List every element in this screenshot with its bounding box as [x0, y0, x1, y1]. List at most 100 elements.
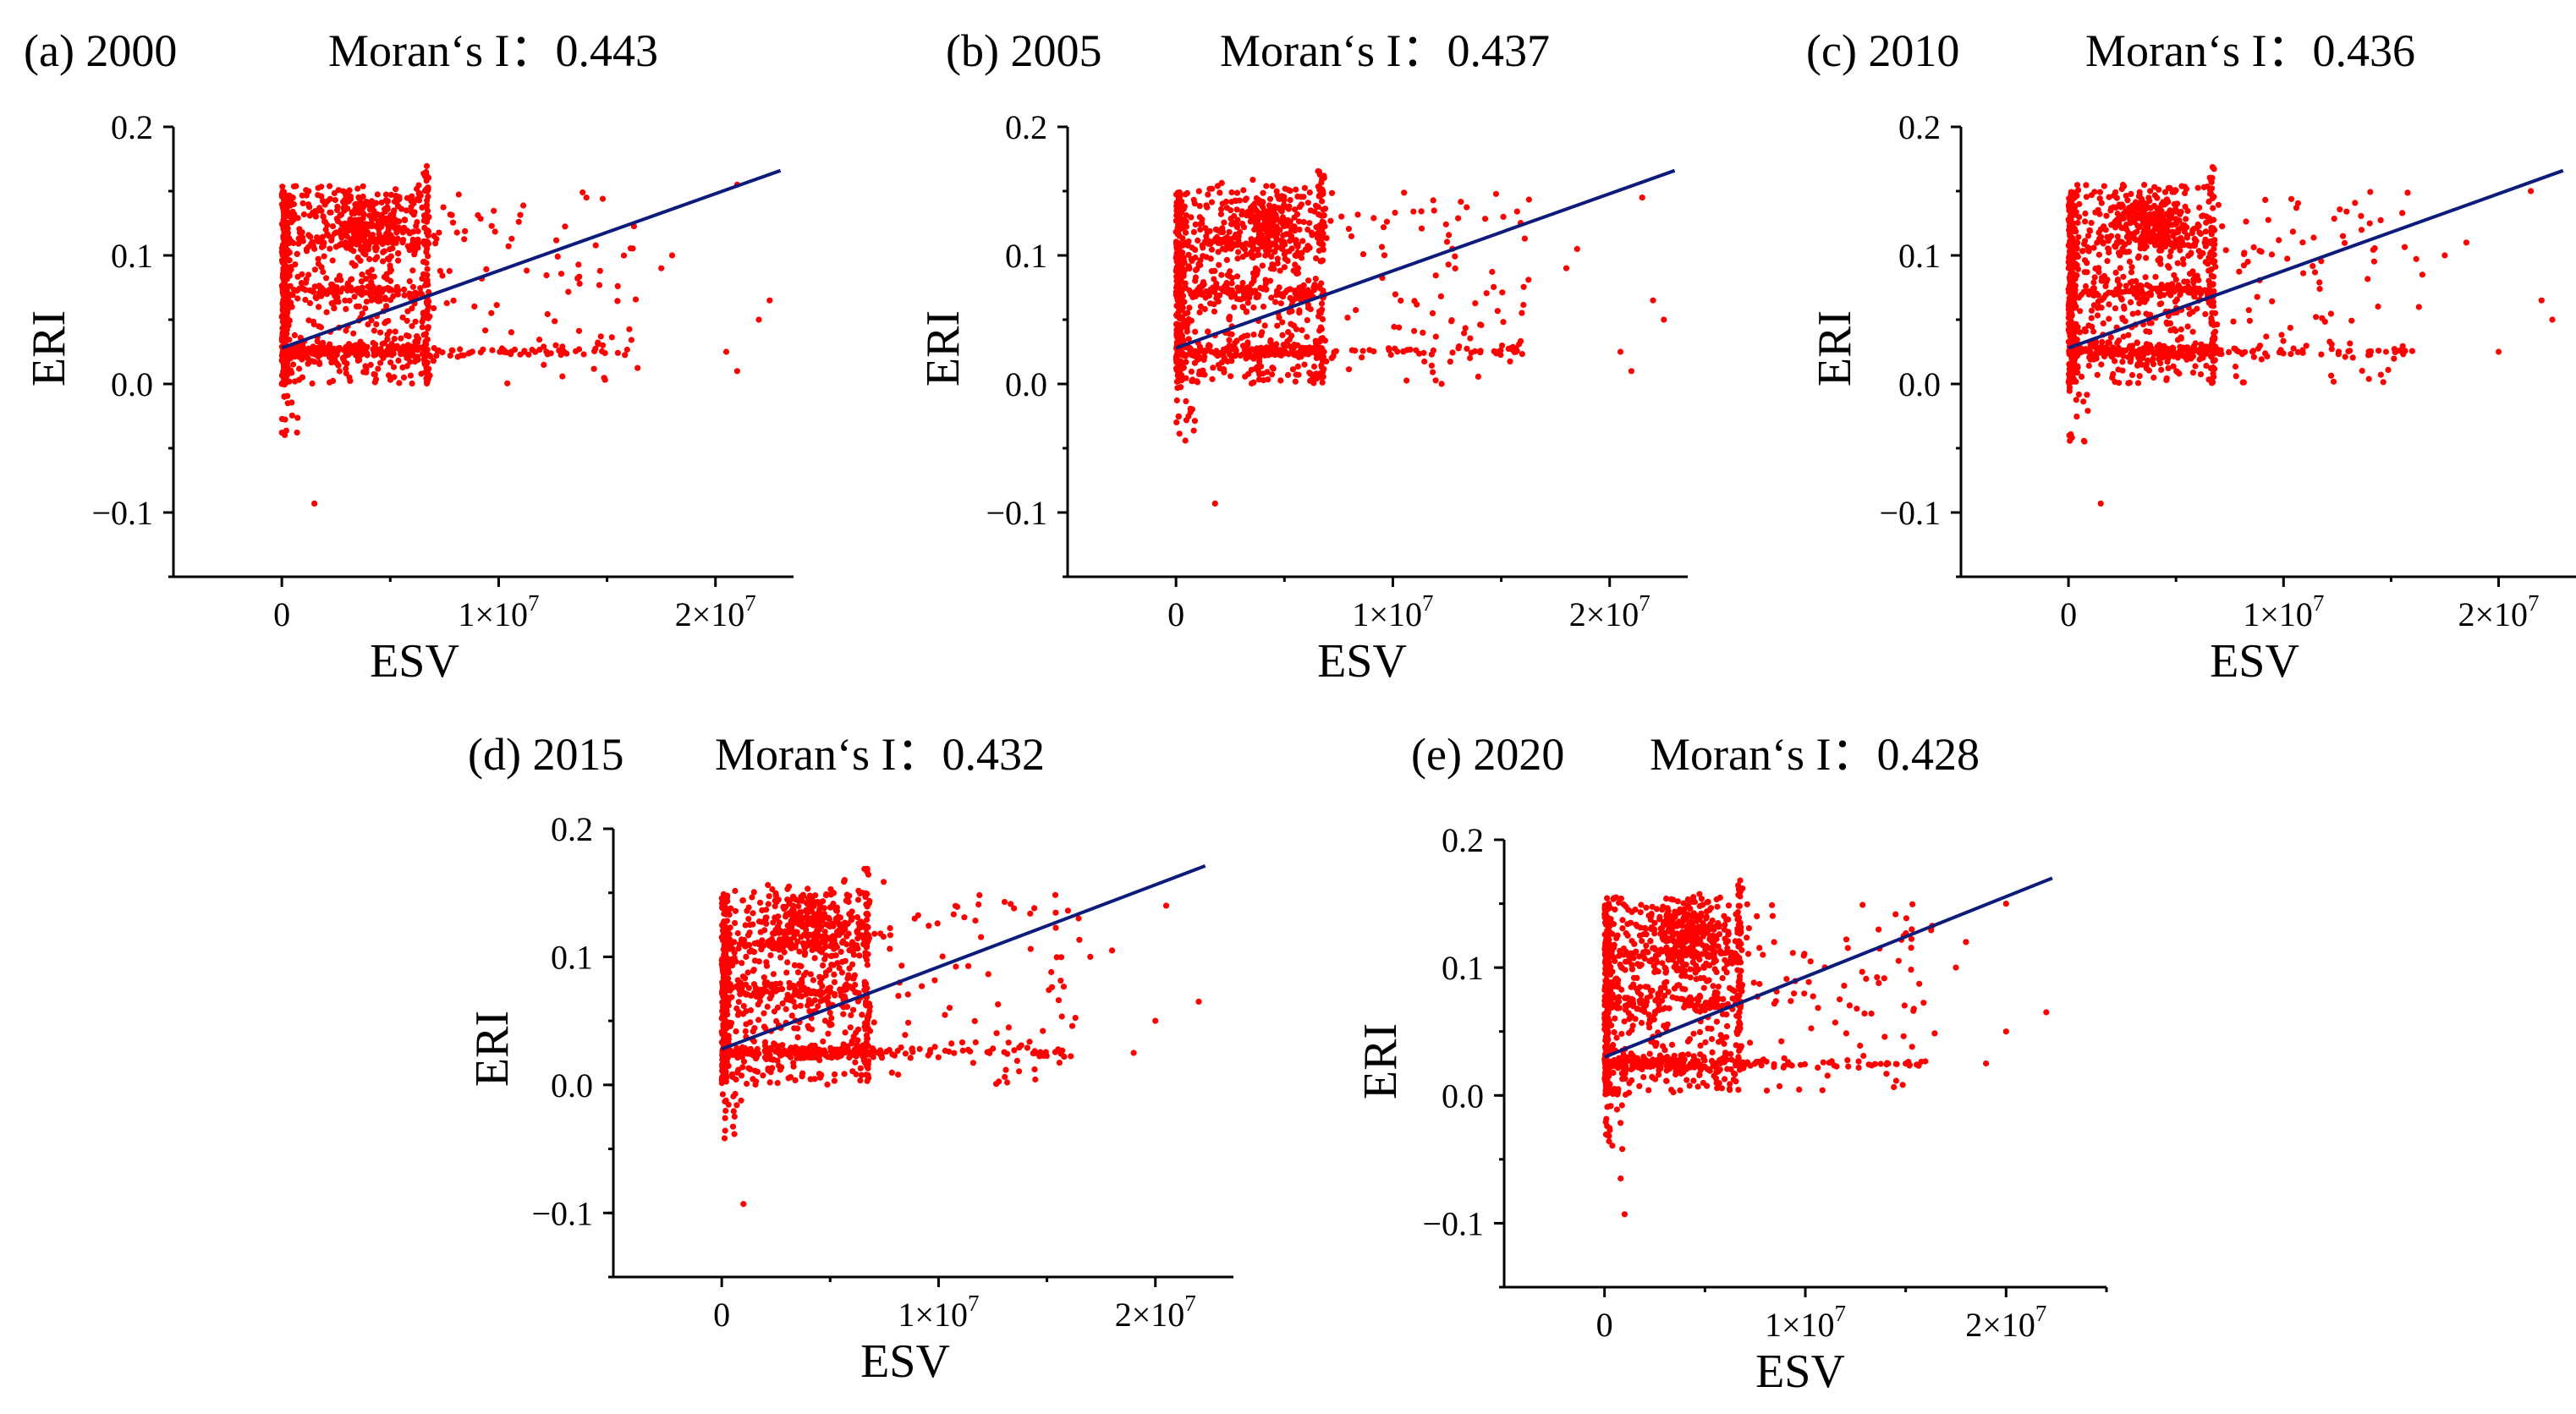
scatter-point: [1281, 241, 1288, 248]
scatter-point: [1268, 253, 1275, 260]
scatter-point: [2082, 218, 2089, 225]
scatter-point: [2073, 192, 2080, 199]
scatter-point: [448, 211, 455, 218]
scatter-point: [1494, 308, 1501, 315]
scatter-point: [371, 238, 377, 245]
scatter-point: [1239, 254, 1246, 260]
scatter-point: [2337, 206, 2343, 213]
scatter-point: [614, 282, 621, 289]
scatter-point: [2084, 408, 2091, 414]
scatter-point: [343, 365, 349, 372]
scatter-point: [361, 232, 368, 238]
scatter-point: [1446, 232, 1453, 238]
scatter-point: [547, 350, 554, 357]
scatter-point: [2294, 200, 2301, 206]
scatter-point: [2080, 288, 2087, 295]
scatter-point: [380, 354, 387, 361]
x-tick-label: 1×107: [898, 1291, 979, 1334]
scatter-point: [1248, 380, 1255, 386]
scatter-point: [770, 971, 777, 978]
scatter-point: [2376, 348, 2382, 354]
scatter-point: [1519, 310, 1525, 316]
scatter-point: [1279, 332, 1286, 338]
scatter-point: [2157, 256, 2164, 263]
scatter-point: [424, 245, 431, 252]
scatter-point: [1222, 246, 1229, 253]
scatter-point: [2209, 164, 2216, 171]
scatter-point: [668, 252, 676, 259]
scatter-point: [1438, 381, 1445, 387]
scatter-point: [2156, 247, 2163, 254]
scatter-point: [1184, 325, 1190, 332]
scatter-point: [332, 196, 338, 204]
scatter-point: [2144, 282, 2150, 288]
scatter-point: [278, 430, 285, 436]
scatter-point: [1195, 237, 1201, 244]
scatter-point: [351, 293, 358, 300]
scatter-point: [521, 348, 528, 354]
scatter-point: [280, 375, 287, 381]
scatter-point: [1287, 238, 1293, 244]
scatter-point: [836, 965, 843, 972]
scatter-point: [2377, 216, 2384, 223]
scatter-point: [1315, 168, 1322, 175]
scatter-point: [810, 977, 817, 984]
scatter-point: [351, 210, 358, 216]
scatter-point: [760, 1072, 766, 1079]
scatter-point: [2081, 269, 2088, 276]
scatter-point: [2146, 328, 2153, 336]
scatter-point: [1345, 366, 1353, 373]
scatter-point: [1447, 359, 1453, 365]
scatter-point: [1411, 327, 1418, 334]
scatter-point: [1184, 189, 1190, 196]
scatter-point: [2299, 347, 2306, 354]
scatter-point: [2112, 358, 2118, 364]
scatter-point: [2171, 326, 2178, 332]
scatter-point: [409, 305, 415, 312]
scatter-point: [1209, 185, 1216, 192]
scatter-point: [380, 258, 387, 265]
scatter-point: [2200, 249, 2206, 256]
x-axis-title: ESV: [2210, 635, 2299, 688]
scatter-point: [329, 257, 336, 264]
scatter-point: [391, 374, 398, 381]
scatter-point: [2316, 286, 2323, 293]
scatter-point: [2269, 298, 2276, 304]
scatter-point: [1317, 240, 1324, 247]
scatter-point: [1196, 343, 1203, 350]
scatter-point: [2069, 238, 2076, 245]
scatter-point: [795, 903, 802, 910]
scatter-point: [387, 297, 394, 304]
scatter-point: [2134, 361, 2141, 368]
scatter-point: [744, 1080, 750, 1088]
scatter-point: [353, 303, 360, 310]
scatter-point: [575, 261, 582, 268]
scatter-point: [1313, 255, 1320, 262]
scatter-point: [1211, 301, 1217, 308]
scatter-point: [329, 223, 337, 230]
scatter-point: [399, 348, 406, 354]
scatter-point: [289, 292, 296, 299]
scatter-point: [390, 364, 398, 370]
scatter-point: [2067, 325, 2073, 332]
scatter-point: [724, 980, 732, 987]
scatter-point: [739, 960, 745, 967]
scatter-point: [596, 282, 603, 288]
scatter-point: [2167, 253, 2173, 260]
scatter-point: [286, 317, 293, 324]
scatter-point: [1354, 211, 1361, 218]
x-tick-exponent: 7: [528, 590, 540, 616]
scatter-point: [282, 416, 288, 423]
scatter-point: [312, 213, 319, 220]
scatter-point: [1177, 359, 1184, 365]
scatter-point: [2125, 229, 2132, 237]
scatter-point: [2161, 201, 2168, 208]
scatter-point: [1225, 348, 1232, 354]
scatter-point: [337, 212, 343, 219]
scatter-point: [425, 303, 432, 310]
chart-panel-d: (d) 2015 Moran‘s I：0.432 −0.10.00.10.20 1…: [466, 729, 1233, 1388]
scatter-point: [1281, 201, 1288, 208]
scatter-point: [1244, 342, 1251, 348]
scatter-point: [1650, 297, 1656, 304]
scatter-point: [1185, 238, 1192, 245]
